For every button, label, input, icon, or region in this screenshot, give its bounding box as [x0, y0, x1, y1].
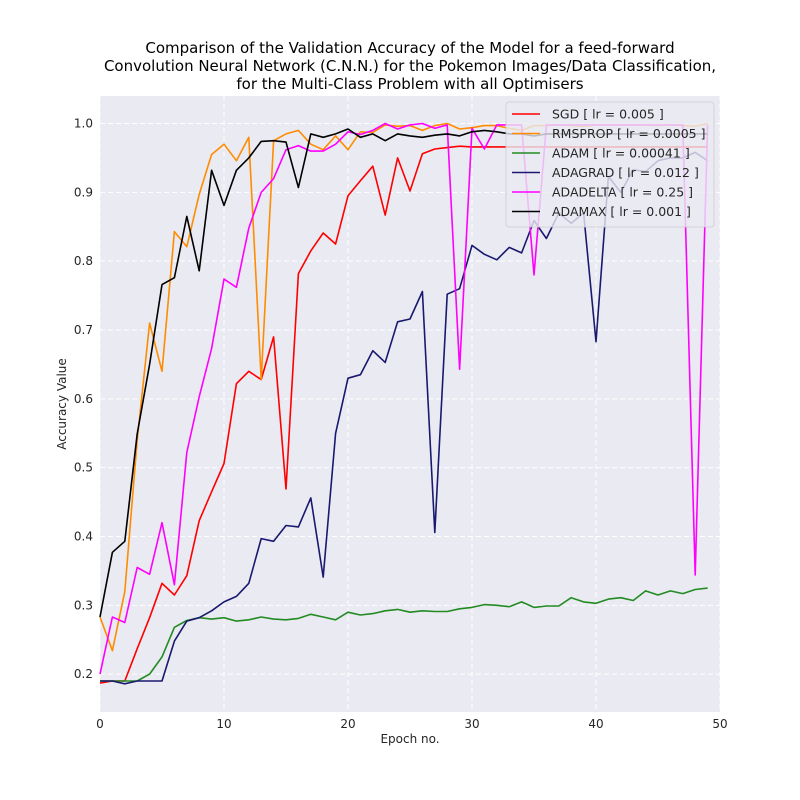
x-tick-label: 50 — [712, 717, 727, 731]
x-axis-label: Epoch no. — [380, 732, 439, 746]
x-tick-label: 30 — [464, 717, 479, 731]
y-tick-label: 0.5 — [74, 461, 93, 475]
legend-entry: SGD [ lr = 0.005 ] — [552, 107, 664, 122]
legend-entry: ADADELTA [ lr = 0.25 ] — [552, 185, 693, 200]
y-tick-label: 0.7 — [74, 323, 93, 337]
y-tick-label: 0.6 — [74, 392, 93, 406]
x-tick-label: 20 — [340, 717, 355, 731]
x-axis-ticks: 0 10 20 30 40 50 — [96, 717, 727, 731]
y-axis-ticks: 0.2 0.3 0.4 0.5 0.6 0.7 0.8 0.9 1.0 — [74, 117, 93, 682]
chart-title: Comparison of the Validation Accuracy of… — [104, 39, 716, 93]
legend-entry: RMSPROP [ lr = 0.0005 ] — [552, 126, 705, 141]
y-tick-label: 0.3 — [74, 598, 93, 612]
legend-entry: ADAGRAD [ lr = 0.012 ] — [552, 165, 699, 180]
y-tick-label: 0.9 — [74, 185, 93, 199]
legend-entry: ADAM [ lr = 0.00041 ] — [552, 146, 690, 161]
y-tick-label: 0.4 — [74, 529, 93, 543]
y-axis-label: Accuracy Value — [55, 358, 69, 450]
chart-title-line-3: for the Multi-Class Problem with all Opt… — [236, 75, 583, 93]
y-tick-label: 0.8 — [74, 254, 93, 268]
y-tick-label: 0.2 — [74, 667, 93, 681]
y-tick-label: 1.0 — [74, 117, 93, 131]
x-tick-label: 0 — [96, 717, 104, 731]
x-tick-label: 40 — [588, 717, 603, 731]
series-line-2 — [100, 587, 708, 682]
legend-box — [505, 101, 715, 228]
x-tick-label: 10 — [216, 717, 231, 731]
legend-entry: ADAMAX [ lr = 0.001 ] — [552, 204, 691, 219]
chart-title-line-2: Convolution Neural Network (C.N.N.) for … — [104, 57, 716, 75]
legend: SGD [ lr = 0.005 ] RMSPROP [ lr = 0.0005 … — [505, 101, 715, 228]
chart-title-line-1: Comparison of the Validation Accuracy of… — [145, 39, 674, 57]
